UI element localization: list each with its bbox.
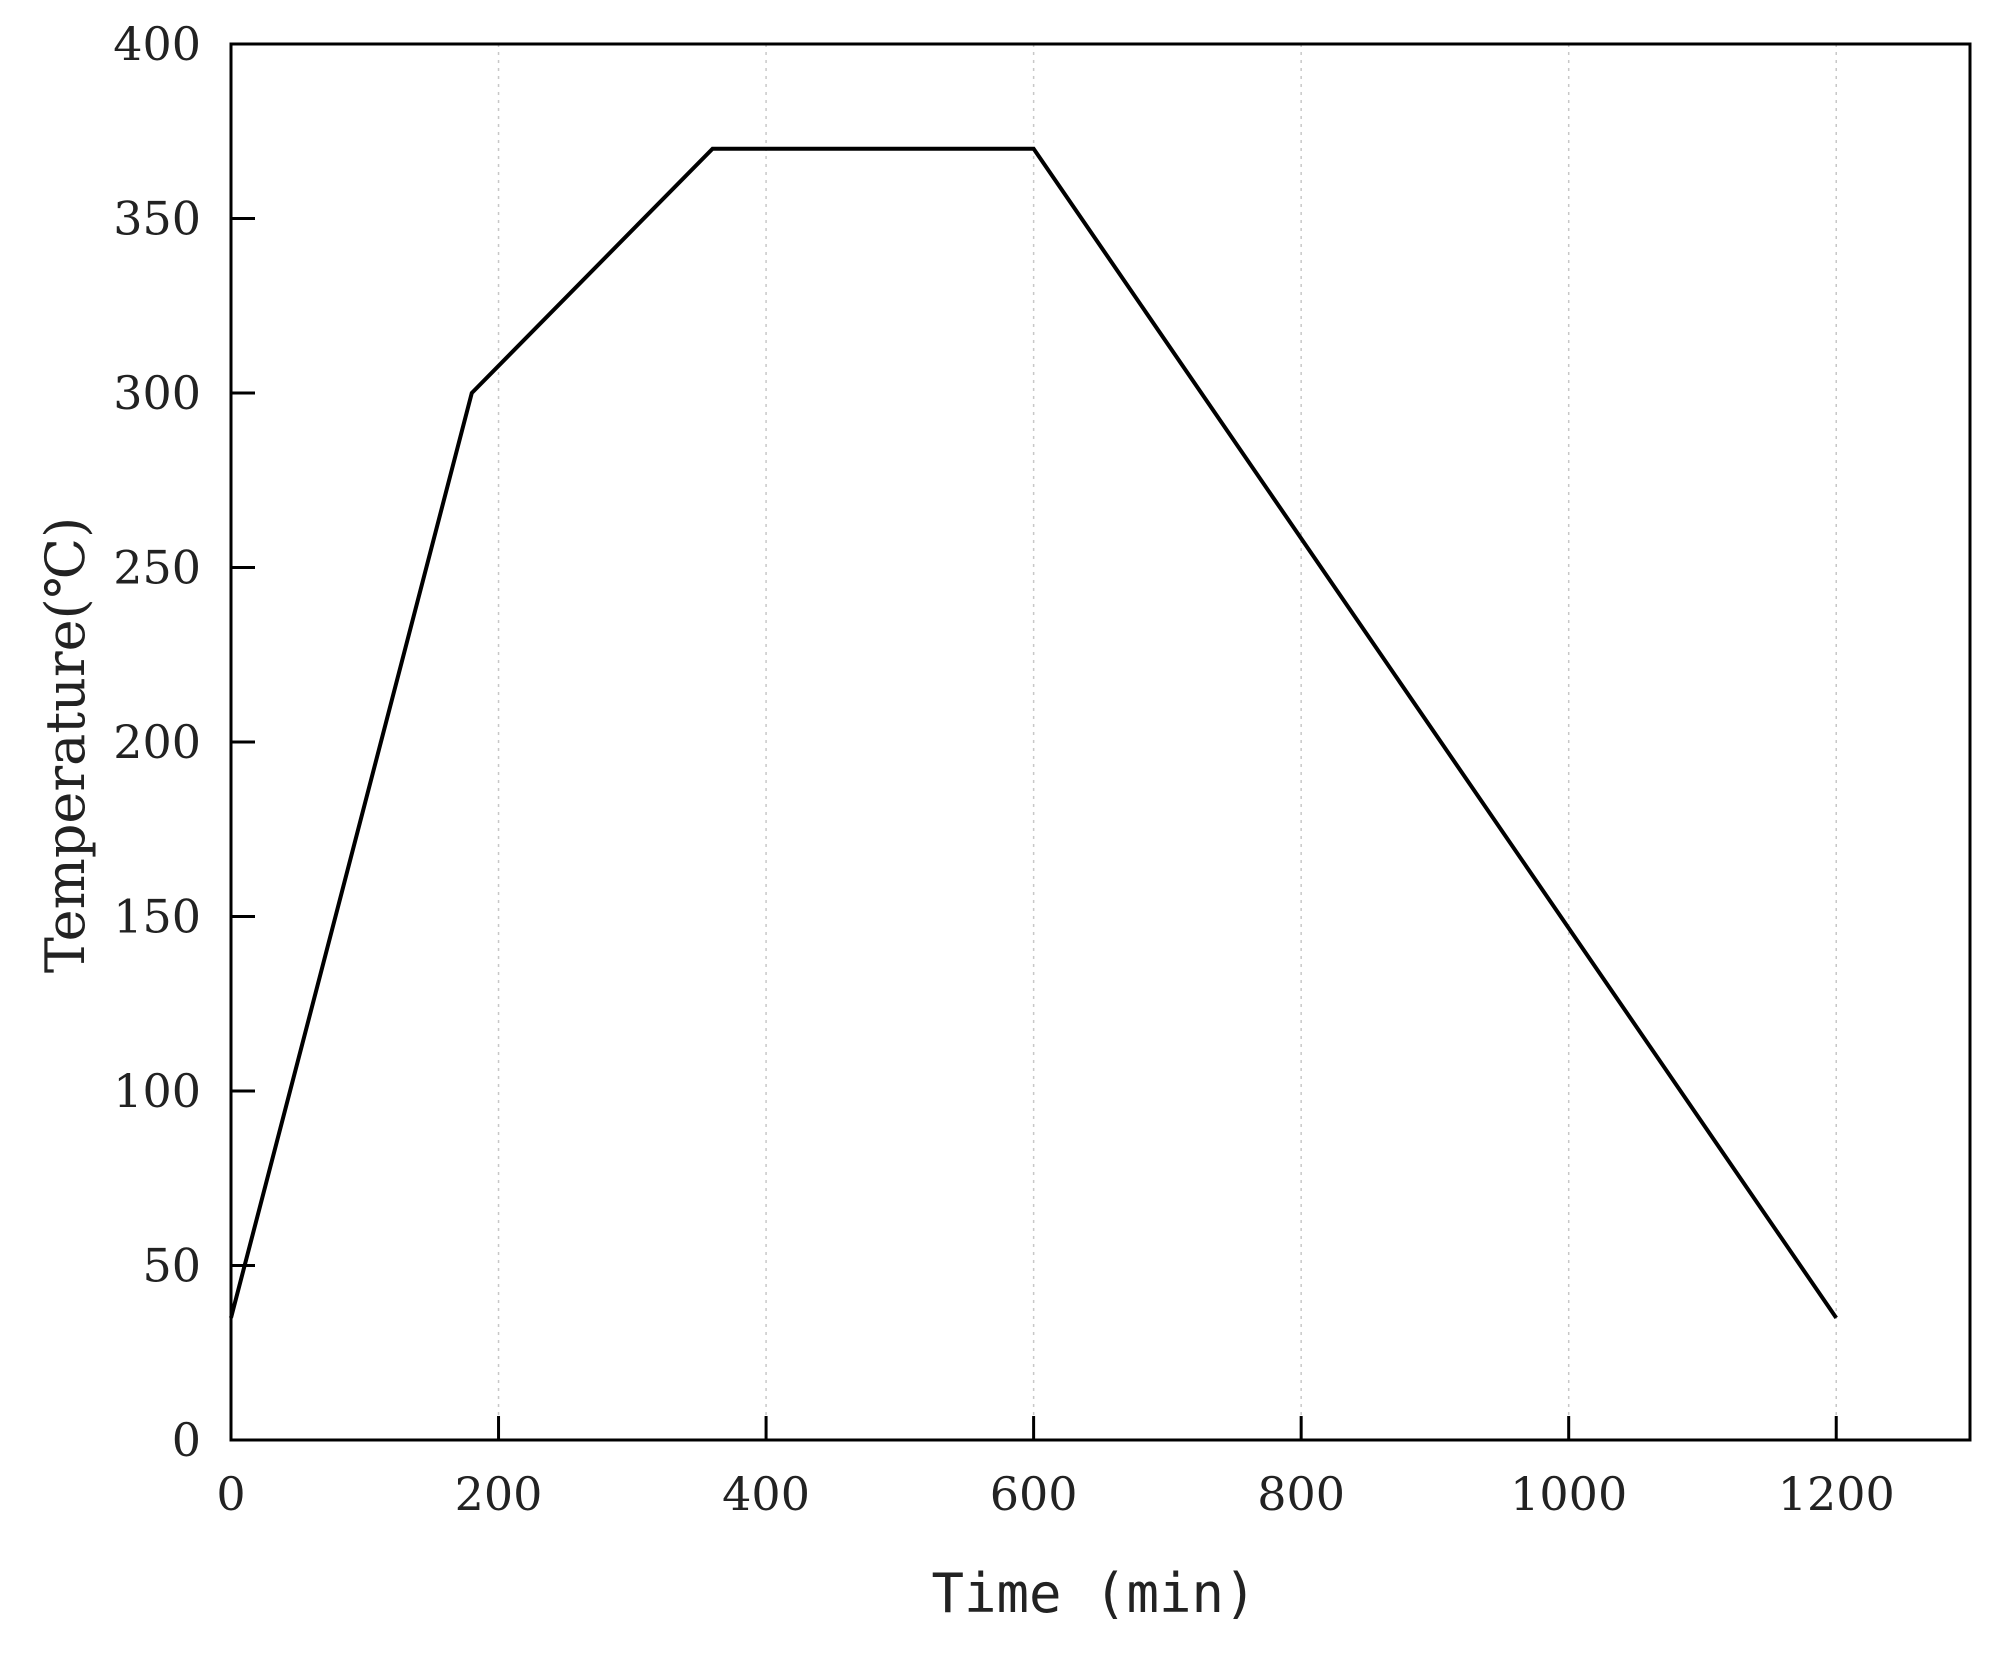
x-tick-label-6: 1200	[1778, 1467, 1895, 1521]
x-tick-label-4: 800	[1257, 1467, 1345, 1521]
series-line-0	[229, 146, 1838, 1319]
y-tick-label-0: 0	[172, 1413, 201, 1467]
grid-lines	[497, 44, 1837, 1440]
x-tick-label-3: 600	[990, 1467, 1078, 1521]
x-tick-label-0: 0	[216, 1467, 245, 1521]
x-tick-label-2: 400	[722, 1467, 810, 1521]
y-tick-label-3: 150	[113, 890, 201, 944]
y-axis-title: Temperature(℃)	[34, 517, 97, 973]
axes-frame	[229, 42, 1972, 1442]
y-tick-label-2: 100	[113, 1064, 201, 1118]
y-tick-label-5: 250	[113, 541, 201, 595]
series-layer	[229, 146, 1838, 1319]
y-axis-ticks: 0 50 100 150 200 250 300 350 400	[113, 17, 255, 1467]
y-tick-label-1: 50	[142, 1239, 201, 1293]
x-axis-title: Time (min)	[931, 1562, 1256, 1625]
y-tick-label-8: 400	[113, 17, 201, 71]
y-tick-label-6: 300	[113, 366, 201, 420]
x-tick-label-5: 1000	[1510, 1467, 1627, 1521]
y-tick-label-4: 200	[113, 715, 201, 769]
y-tick-label-7: 350	[113, 192, 201, 246]
x-tick-label-1: 200	[455, 1467, 543, 1521]
x-axis-ticks: 0 200 400 600 800 1000 1200	[216, 1416, 1895, 1521]
plot-frame	[229, 42, 1972, 1442]
